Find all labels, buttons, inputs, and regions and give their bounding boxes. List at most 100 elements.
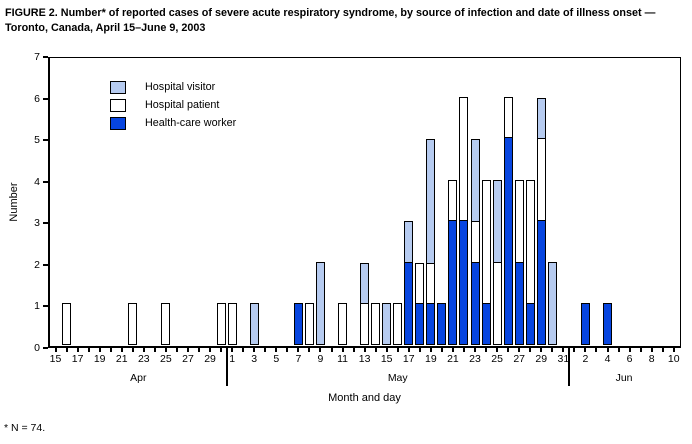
bar-May-3: [249, 303, 259, 345]
x-tick-label: 7: [295, 353, 302, 365]
x-tick: [396, 348, 399, 352]
x-tick: [429, 348, 432, 352]
y-axis-title: Number: [8, 182, 20, 222]
legend-label: Hospital patient: [145, 99, 220, 111]
x-tick: [175, 348, 178, 352]
x-tick: [308, 348, 311, 352]
bar-segment-patient: [128, 303, 138, 345]
bar-May-15: [382, 303, 392, 345]
bar-May-1: [227, 303, 237, 345]
x-tick: [474, 348, 477, 352]
legend-item-hcw: Health-care worker: [110, 114, 236, 132]
y-tick: [43, 97, 48, 100]
bar-segment-hcw: [525, 303, 535, 345]
bar-segment-patient: [304, 303, 314, 345]
x-tick: [352, 348, 355, 352]
bar-segment-hcw: [503, 137, 513, 345]
bar-segment-visitor: [249, 303, 259, 345]
x-tick: [518, 348, 521, 352]
x-tick: [562, 348, 565, 352]
y-tick: [43, 347, 48, 349]
x-tick-label: 19: [425, 353, 437, 365]
x-tick: [164, 348, 167, 352]
x-tick: [264, 348, 267, 352]
y-tick-label: 0: [34, 342, 40, 354]
x-tick: [297, 348, 300, 352]
x-tick-label: 31: [557, 353, 570, 365]
bars-layer: [50, 58, 679, 345]
x-tick: [98, 348, 101, 352]
bar-May-29: [536, 97, 546, 345]
x-tick: [120, 348, 123, 352]
x-tick-label: 5: [273, 353, 280, 365]
x-tick: [109, 348, 112, 352]
bar-May-17: [404, 221, 414, 345]
bar-segment-hcw: [470, 261, 480, 345]
y-tick-label: 5: [34, 134, 40, 147]
bar-May-18: [415, 262, 425, 345]
bar-segment-hcw: [293, 303, 303, 345]
y-tick: [43, 305, 48, 308]
bar-segment-patient: [338, 303, 348, 345]
bar-segment-visitor: [426, 139, 436, 264]
x-tick-label: 21: [115, 353, 128, 365]
bar-Apr-25: [161, 303, 171, 345]
bar-segment-visitor: [404, 221, 414, 263]
x-tick-label: 13: [358, 353, 371, 365]
bar-segment-visitor: [547, 261, 557, 345]
bar-segment-patient: [62, 303, 72, 345]
legend-swatch-hcw: [110, 116, 126, 130]
x-tick-label: 4: [604, 353, 611, 365]
bar-segment-patient: [470, 221, 480, 263]
x-tick-label: 11: [337, 353, 348, 365]
x-tick-label: 25: [491, 353, 503, 365]
bar-segment-patient: [371, 303, 381, 345]
x-tick-label: 10: [667, 353, 680, 365]
bar-segment-hcw: [459, 220, 469, 345]
x-tick: [451, 348, 454, 352]
bar-May-9: [315, 261, 325, 345]
bar-May-30: [547, 261, 557, 345]
bar-segment-visitor: [382, 303, 392, 345]
x-tick-label: 17: [71, 353, 84, 365]
bar-segment-patient: [216, 303, 226, 345]
bar-May-25: [492, 179, 502, 345]
bar-segment-patient: [415, 262, 425, 305]
bar-segment-visitor: [360, 262, 370, 305]
bar-Apr-16: [62, 303, 72, 345]
bar-segment-visitor: [470, 139, 480, 223]
y-tick-label: 2: [34, 258, 40, 271]
x-tick-label: 25: [160, 353, 172, 365]
bar-segment-patient: [536, 138, 546, 222]
x-tick-label: 27: [182, 353, 194, 365]
y-tick: [43, 222, 48, 225]
bar-May-20: [437, 303, 447, 345]
bar-segment-patient: [481, 179, 491, 305]
x-tick: [628, 348, 631, 352]
x-tick-label: 2: [582, 353, 589, 365]
bar-May-8: [304, 303, 314, 345]
y-tick-label: 4: [34, 175, 40, 188]
bar-segment-hcw: [415, 303, 425, 345]
bar-May-16: [393, 303, 403, 345]
x-tick: [330, 348, 333, 352]
legend-item-patient: Hospital patient: [110, 96, 236, 114]
x-tick: [540, 348, 543, 352]
x-tick: [76, 348, 79, 352]
bar-segment-patient: [514, 179, 524, 263]
bar-segment-visitor: [492, 179, 502, 263]
bar-segment-patient: [448, 179, 458, 222]
bar-segment-patient: [525, 179, 535, 305]
y-tick: [43, 180, 48, 183]
bar-May-28: [525, 179, 535, 345]
x-tick: [661, 348, 664, 352]
x-tick: [374, 348, 377, 352]
bar-May-21: [448, 179, 458, 345]
bar-May-19: [426, 139, 436, 345]
bar-segment-hcw: [514, 261, 524, 345]
y-tick-label: 3: [34, 217, 40, 230]
legend-label: Health-care worker: [145, 117, 237, 129]
x-tick: [462, 348, 465, 352]
bar-May-24: [481, 179, 491, 345]
bar-segment-patient: [459, 96, 469, 222]
